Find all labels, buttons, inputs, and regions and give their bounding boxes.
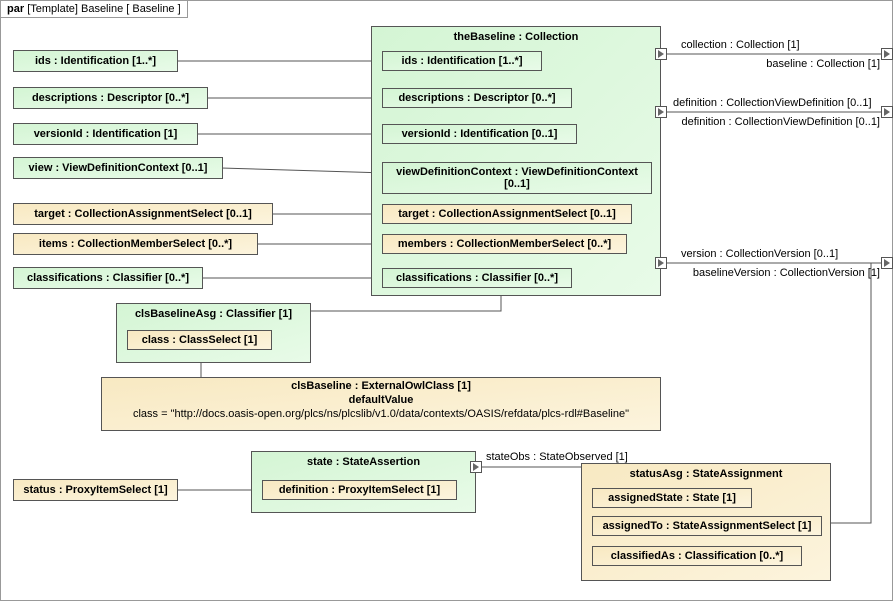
statusasg-box: statusAsg : StateAssignment assignedStat… [581,463,831,581]
statusasg-title: statusAsg : StateAssignment [582,464,830,484]
diagram-canvas: par [Template] Baseline [ Baseline ] [0,0,893,601]
lbl-ver-above: version : CollectionVersion [0..1] [681,248,838,260]
statusasg-row0: assignedState : State [1] [592,488,752,508]
lbl-def-above: definition : CollectionViewDefinition [0… [673,97,872,109]
clsbaselineasg-title: clsBaselineAsg : Classifier [1] [117,304,310,324]
clsbaseline-title: clsBaseline : ExternalOwlClass [1] [102,378,660,394]
left-param-items: items : CollectionMemberSelect [0..*] [13,233,258,255]
header-text: [Template] Baseline [ Baseline ] [27,3,180,15]
left-param-versionid: versionId : Identification [1] [13,123,198,145]
stateobs-label: stateObs : StateObserved [1] [486,451,628,463]
status-box: status : ProxyItemSelect [1] [13,479,178,501]
tb-row-target: target : CollectionAssignmentSelect [0..… [382,204,632,224]
edge-port-2 [881,106,893,118]
clsbaseline-box: clsBaseline : ExternalOwlClass [1] defau… [101,377,661,431]
state-title: state : StateAssertion [252,452,475,472]
edge-port-1 [881,48,893,60]
left-param-ids: ids : Identification [1..*] [13,50,178,72]
port-collection [655,48,667,60]
lbl-def-below: definition : CollectionViewDefinition [0… [681,116,880,128]
clsbaseline-subtitle: defaultValue [102,394,660,406]
state-box: state : StateAssertion definition : Prox… [251,451,476,513]
tb-row-desc: descriptions : Descriptor [0..*] [382,88,572,108]
tb-row-members: members : CollectionMemberSelect [0..*] [382,234,627,254]
diagram-header: par [Template] Baseline [ Baseline ] [0,0,188,18]
thebaseline-title: theBaseline : Collection [372,27,660,47]
header-prefix: par [7,3,24,15]
state-port [470,461,482,473]
thebaseline-box: theBaseline : Collection ids : Identific… [371,26,661,296]
statusasg-row2: classifiedAs : Classification [0..*] [592,546,802,566]
port-definition [655,106,667,118]
clsbaseline-value: class = "http://docs.oasis-open.org/plcs… [102,406,660,422]
tb-row-view: viewDefinitionContext : ViewDefinitionCo… [382,162,652,194]
port-version [655,257,667,269]
statusasg-row1: assignedTo : StateAssignmentSelect [1] [592,516,822,536]
lbl-collection-above: collection : Collection [1] [681,39,800,51]
left-param-view: view : ViewDefinitionContext [0..1] [13,157,223,179]
left-param-classifications: classifications : Classifier [0..*] [13,267,203,289]
left-param-target: target : CollectionAssignmentSelect [0..… [13,203,273,225]
tb-row-ids: ids : Identification [1..*] [382,51,542,71]
left-param-descriptions: descriptions : Descriptor [0..*] [13,87,208,109]
tb-row-version: versionId : Identification [0..1] [382,124,577,144]
tb-row-class: classifications : Classifier [0..*] [382,268,572,288]
state-inner: definition : ProxyItemSelect [1] [262,480,457,500]
clsbaselineasg-box: clsBaselineAsg : Classifier [1] class : … [116,303,311,363]
lbl-ver-below: baselineVersion : CollectionVersion [1] [693,267,880,279]
clsbaselineasg-inner: class : ClassSelect [1] [127,330,272,350]
lbl-collection-below: baseline : Collection [1] [766,58,880,70]
edge-port-3 [881,257,893,269]
